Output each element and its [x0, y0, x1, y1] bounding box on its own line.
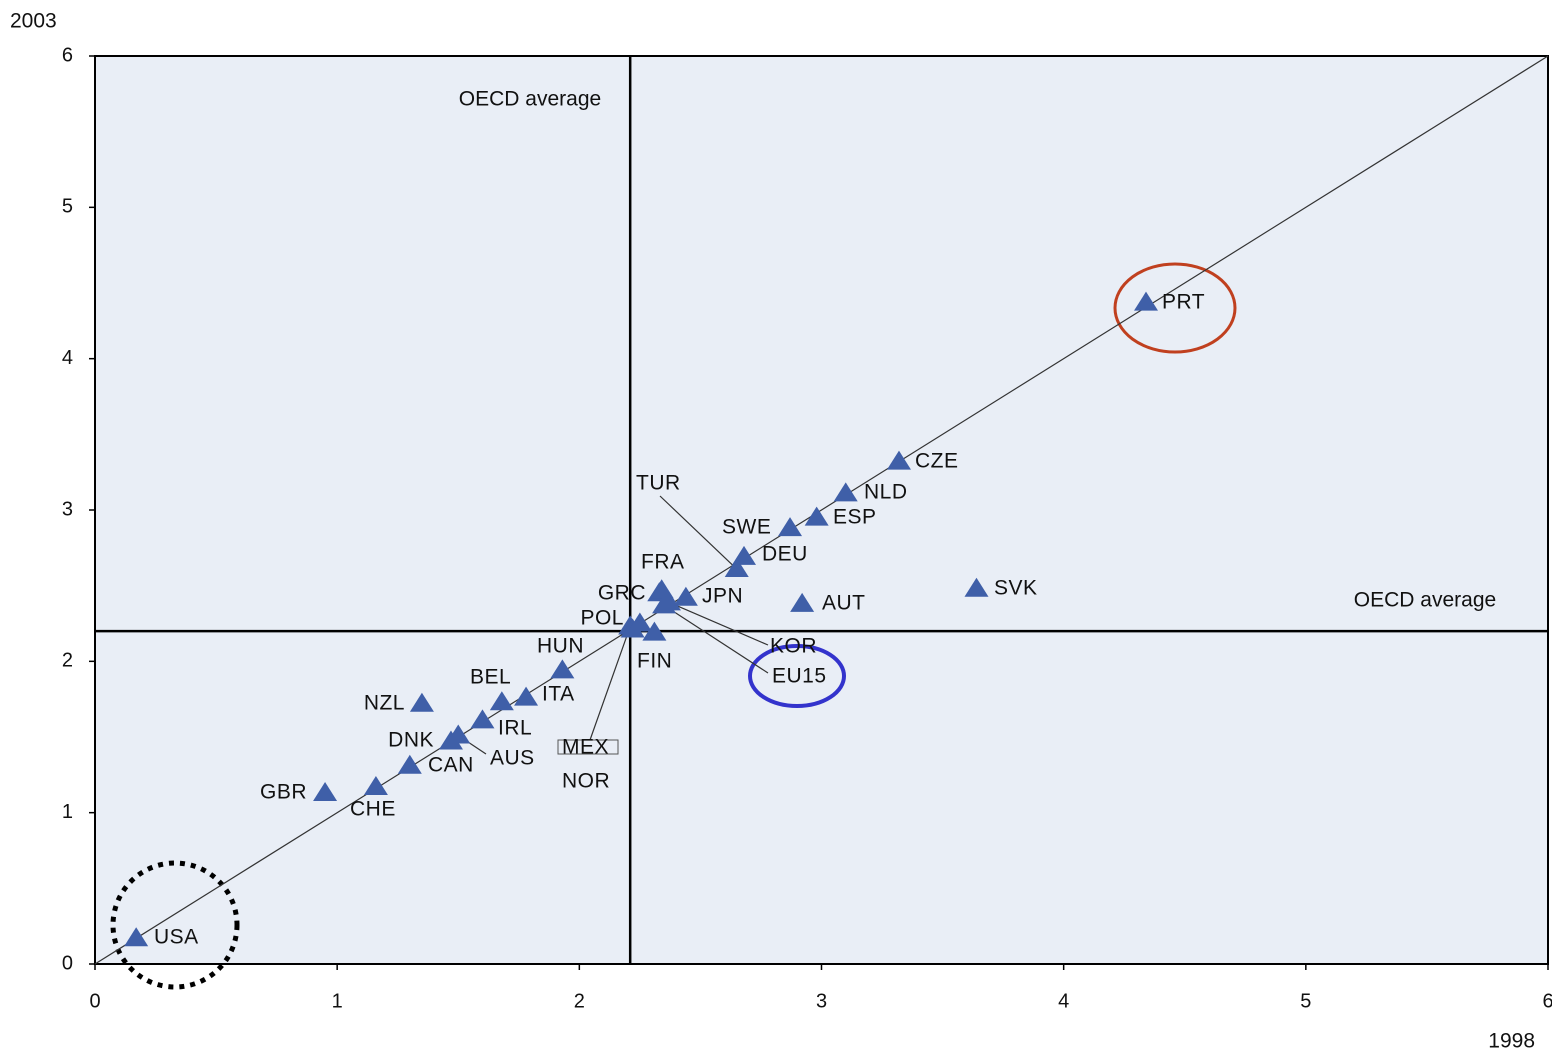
point-label: BEL [470, 666, 511, 689]
y-tick-label: 2 [62, 650, 73, 672]
point-label: NLD [864, 481, 908, 504]
point [397, 754, 422, 774]
label-box [557, 739, 619, 755]
point-label: USA [154, 926, 199, 949]
point-label: EU15 [772, 665, 827, 688]
leader-line [668, 601, 769, 646]
point-label: CZE [915, 450, 959, 473]
point [1134, 291, 1159, 311]
point-label: DEU [762, 543, 808, 566]
point [642, 621, 667, 641]
y-tick-label: 5 [62, 196, 73, 218]
point-label: GBR [260, 781, 307, 804]
x-axis-label: 1998 [1488, 1030, 1535, 1053]
point-label: HUN [537, 635, 584, 658]
x-tick-label: 1 [332, 990, 343, 1012]
point-label: POL [580, 607, 624, 630]
leader-line [659, 495, 738, 570]
point [673, 586, 698, 606]
point [446, 724, 471, 744]
leader-line [663, 604, 769, 674]
x-tick-label: 2 [574, 990, 585, 1012]
x-tick-label: 0 [89, 990, 100, 1012]
x-tick-label: 5 [1300, 990, 1311, 1012]
point-label: IRL [498, 717, 532, 740]
point [886, 450, 911, 470]
point [409, 692, 434, 712]
point [514, 686, 539, 706]
point [833, 482, 858, 502]
point-label: AUS [490, 747, 535, 770]
y-tick-label: 0 [62, 952, 73, 974]
point-label: NOR [562, 770, 610, 793]
point-label: AUT [822, 592, 866, 615]
annotation: OECD average [459, 88, 601, 111]
highlight-circle [110, 860, 240, 990]
point [313, 781, 338, 801]
point-label: SWE [722, 516, 771, 539]
point [627, 612, 652, 632]
point-label: FRA [641, 551, 685, 574]
y-tick-label: 6 [62, 44, 73, 66]
point [724, 558, 749, 578]
x-tick-label: 6 [1542, 990, 1552, 1012]
point [489, 691, 514, 711]
point [790, 592, 815, 612]
point [652, 594, 677, 614]
y-axis-label: 2003 [10, 10, 57, 33]
x-tick-label: 4 [1058, 990, 1069, 1012]
point-label: MEX [562, 736, 609, 759]
y-tick-label: 1 [62, 801, 73, 823]
point-label: GRC [598, 582, 646, 605]
point-label: PRT [1162, 291, 1205, 314]
point-label: JPN [702, 585, 743, 608]
point-label: NZL [364, 692, 405, 715]
highlight-circle [748, 644, 846, 708]
point-label: SVK [994, 577, 1038, 600]
point-label: CHE [350, 798, 396, 821]
point [804, 506, 829, 526]
point-label: FIN [637, 650, 672, 673]
point-label: KOR [770, 635, 817, 658]
annotation: OECD average [1354, 589, 1496, 612]
point [124, 927, 149, 947]
point [470, 709, 495, 729]
point-label: ESP [833, 506, 877, 529]
y-tick-label: 3 [62, 498, 73, 520]
point [964, 577, 989, 597]
point-label: DNK [388, 729, 434, 752]
highlight-circle [1113, 262, 1237, 354]
point [363, 775, 388, 795]
point-label: ITA [542, 683, 575, 706]
point [550, 659, 575, 679]
point-label: CAN [428, 754, 474, 777]
y-tick-label: 4 [62, 347, 73, 369]
point [778, 517, 803, 537]
x-tick-label: 3 [816, 990, 827, 1012]
point-label: TUR [636, 472, 681, 495]
point [732, 545, 757, 565]
leader-line [589, 626, 631, 741]
diagonal-line [94, 55, 1549, 965]
